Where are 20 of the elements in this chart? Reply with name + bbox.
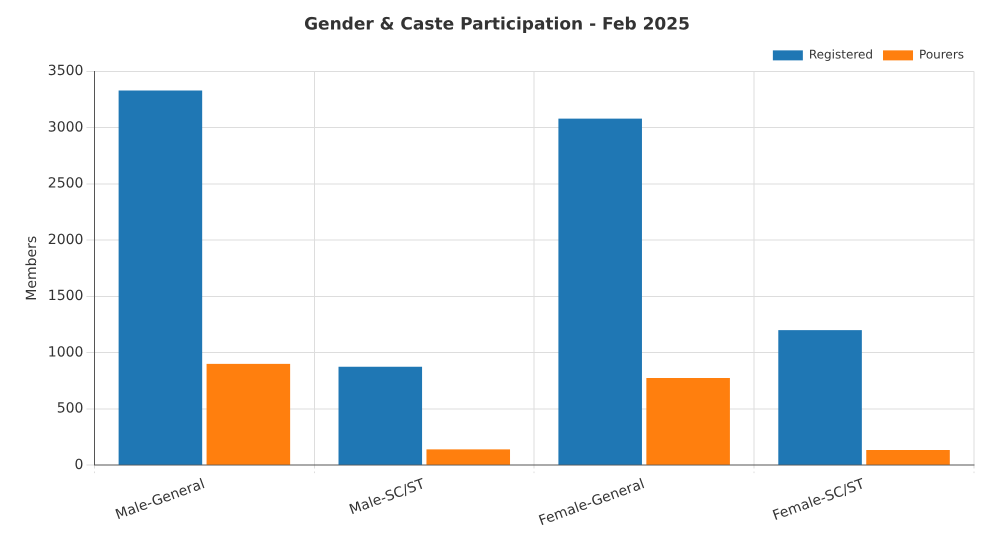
bar: [866, 450, 950, 465]
chart-title: Gender & Caste Participation - Feb 2025: [304, 14, 690, 35]
bar: [426, 449, 510, 465]
y-tick-label: 2500: [48, 176, 84, 192]
y-axis-title: Members: [24, 236, 40, 301]
bar: [338, 366, 422, 465]
legend-label: Pourers: [919, 48, 964, 62]
y-tick-label: 2000: [48, 232, 84, 248]
bar: [558, 118, 642, 465]
bar: [778, 330, 862, 465]
bar: [118, 90, 202, 465]
y-tick-label: 0: [74, 456, 84, 473]
bar: [646, 378, 730, 465]
legend-label: Registered: [808, 48, 874, 62]
y-tick-label: 1500: [48, 288, 84, 304]
bar: [206, 364, 290, 465]
y-tick-label: 1000: [48, 344, 84, 360]
y-tick-label: 3000: [48, 119, 84, 136]
y-tick-label: 3500: [48, 63, 84, 80]
y-tick-label: 500: [56, 400, 84, 417]
